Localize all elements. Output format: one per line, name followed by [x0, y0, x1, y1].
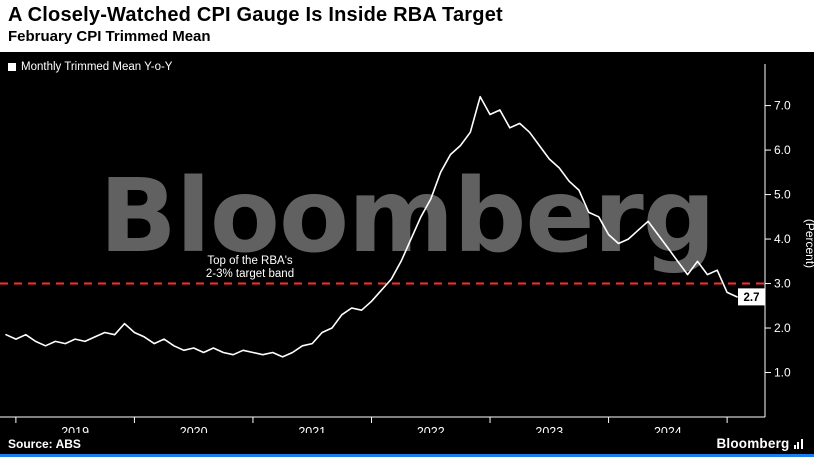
y-tick-label: 7.0 [774, 99, 791, 113]
chart-footer: Source: ABS Bloomberg [0, 433, 814, 454]
y-tick-label: 2.0 [774, 321, 791, 335]
x-tick-label: 2021 [298, 425, 326, 433]
legend: Monthly Trimmed Mean Y-o-Y [8, 61, 172, 73]
y-tick-label: 3.0 [774, 277, 791, 291]
accent-bar [0, 454, 814, 457]
last-value-label: 2.7 [744, 292, 760, 304]
y-tick-label: 6.0 [774, 143, 791, 157]
last-value-box [738, 288, 765, 306]
x-tick-label: 2024 [654, 425, 682, 433]
legend-swatch-icon [8, 63, 16, 71]
y-tick-label: 4.0 [774, 232, 791, 246]
x-tick-label: 2023 [535, 425, 563, 433]
cpi-line-chart: 1.0 2.0 3.0 4.0 5.0 6.0 7.0 (Percent) 2019 2020 20… [0, 64, 814, 433]
x-tick-label: 2022 [417, 425, 445, 433]
legend-label: Monthly Trimmed Mean Y-o-Y [21, 61, 173, 73]
y-tick-label: 5.0 [774, 188, 791, 202]
bloomberg-logo-text: Bloomberg [716, 436, 790, 451]
y-tick-label: 1.0 [774, 366, 791, 380]
bloomberg-watermark: Bloomberg [99, 157, 716, 276]
chart-title: A Closely-Watched CPI Gauge Is Inside RB… [8, 4, 503, 26]
annotation-line1: Top of the RBA's [207, 255, 293, 267]
target-band-annotation: Top of the RBA's 2-3% target band [168, 255, 332, 281]
chart-subtitle: February CPI Trimmed Mean [8, 28, 211, 45]
chart-bars-icon [793, 439, 805, 449]
chart-area: Bloomberg 1.0 2.0 3.0 4.0 5.0 6.0 7.0 (Percent)… [0, 52, 814, 433]
bloomberg-logo: Bloomberg [716, 436, 804, 451]
cpi-line-series [5, 95, 738, 358]
x-tick-label: 2019 [61, 425, 89, 433]
annotation-line2: 2-3% target band [205, 268, 295, 281]
x-tick-label: 2020 [180, 425, 208, 433]
y-axis-title: (Percent) [803, 219, 814, 268]
chart-header: A Closely-Watched CPI Gauge Is Inside RB… [0, 0, 814, 52]
source-label: Source: ABS [8, 436, 81, 451]
